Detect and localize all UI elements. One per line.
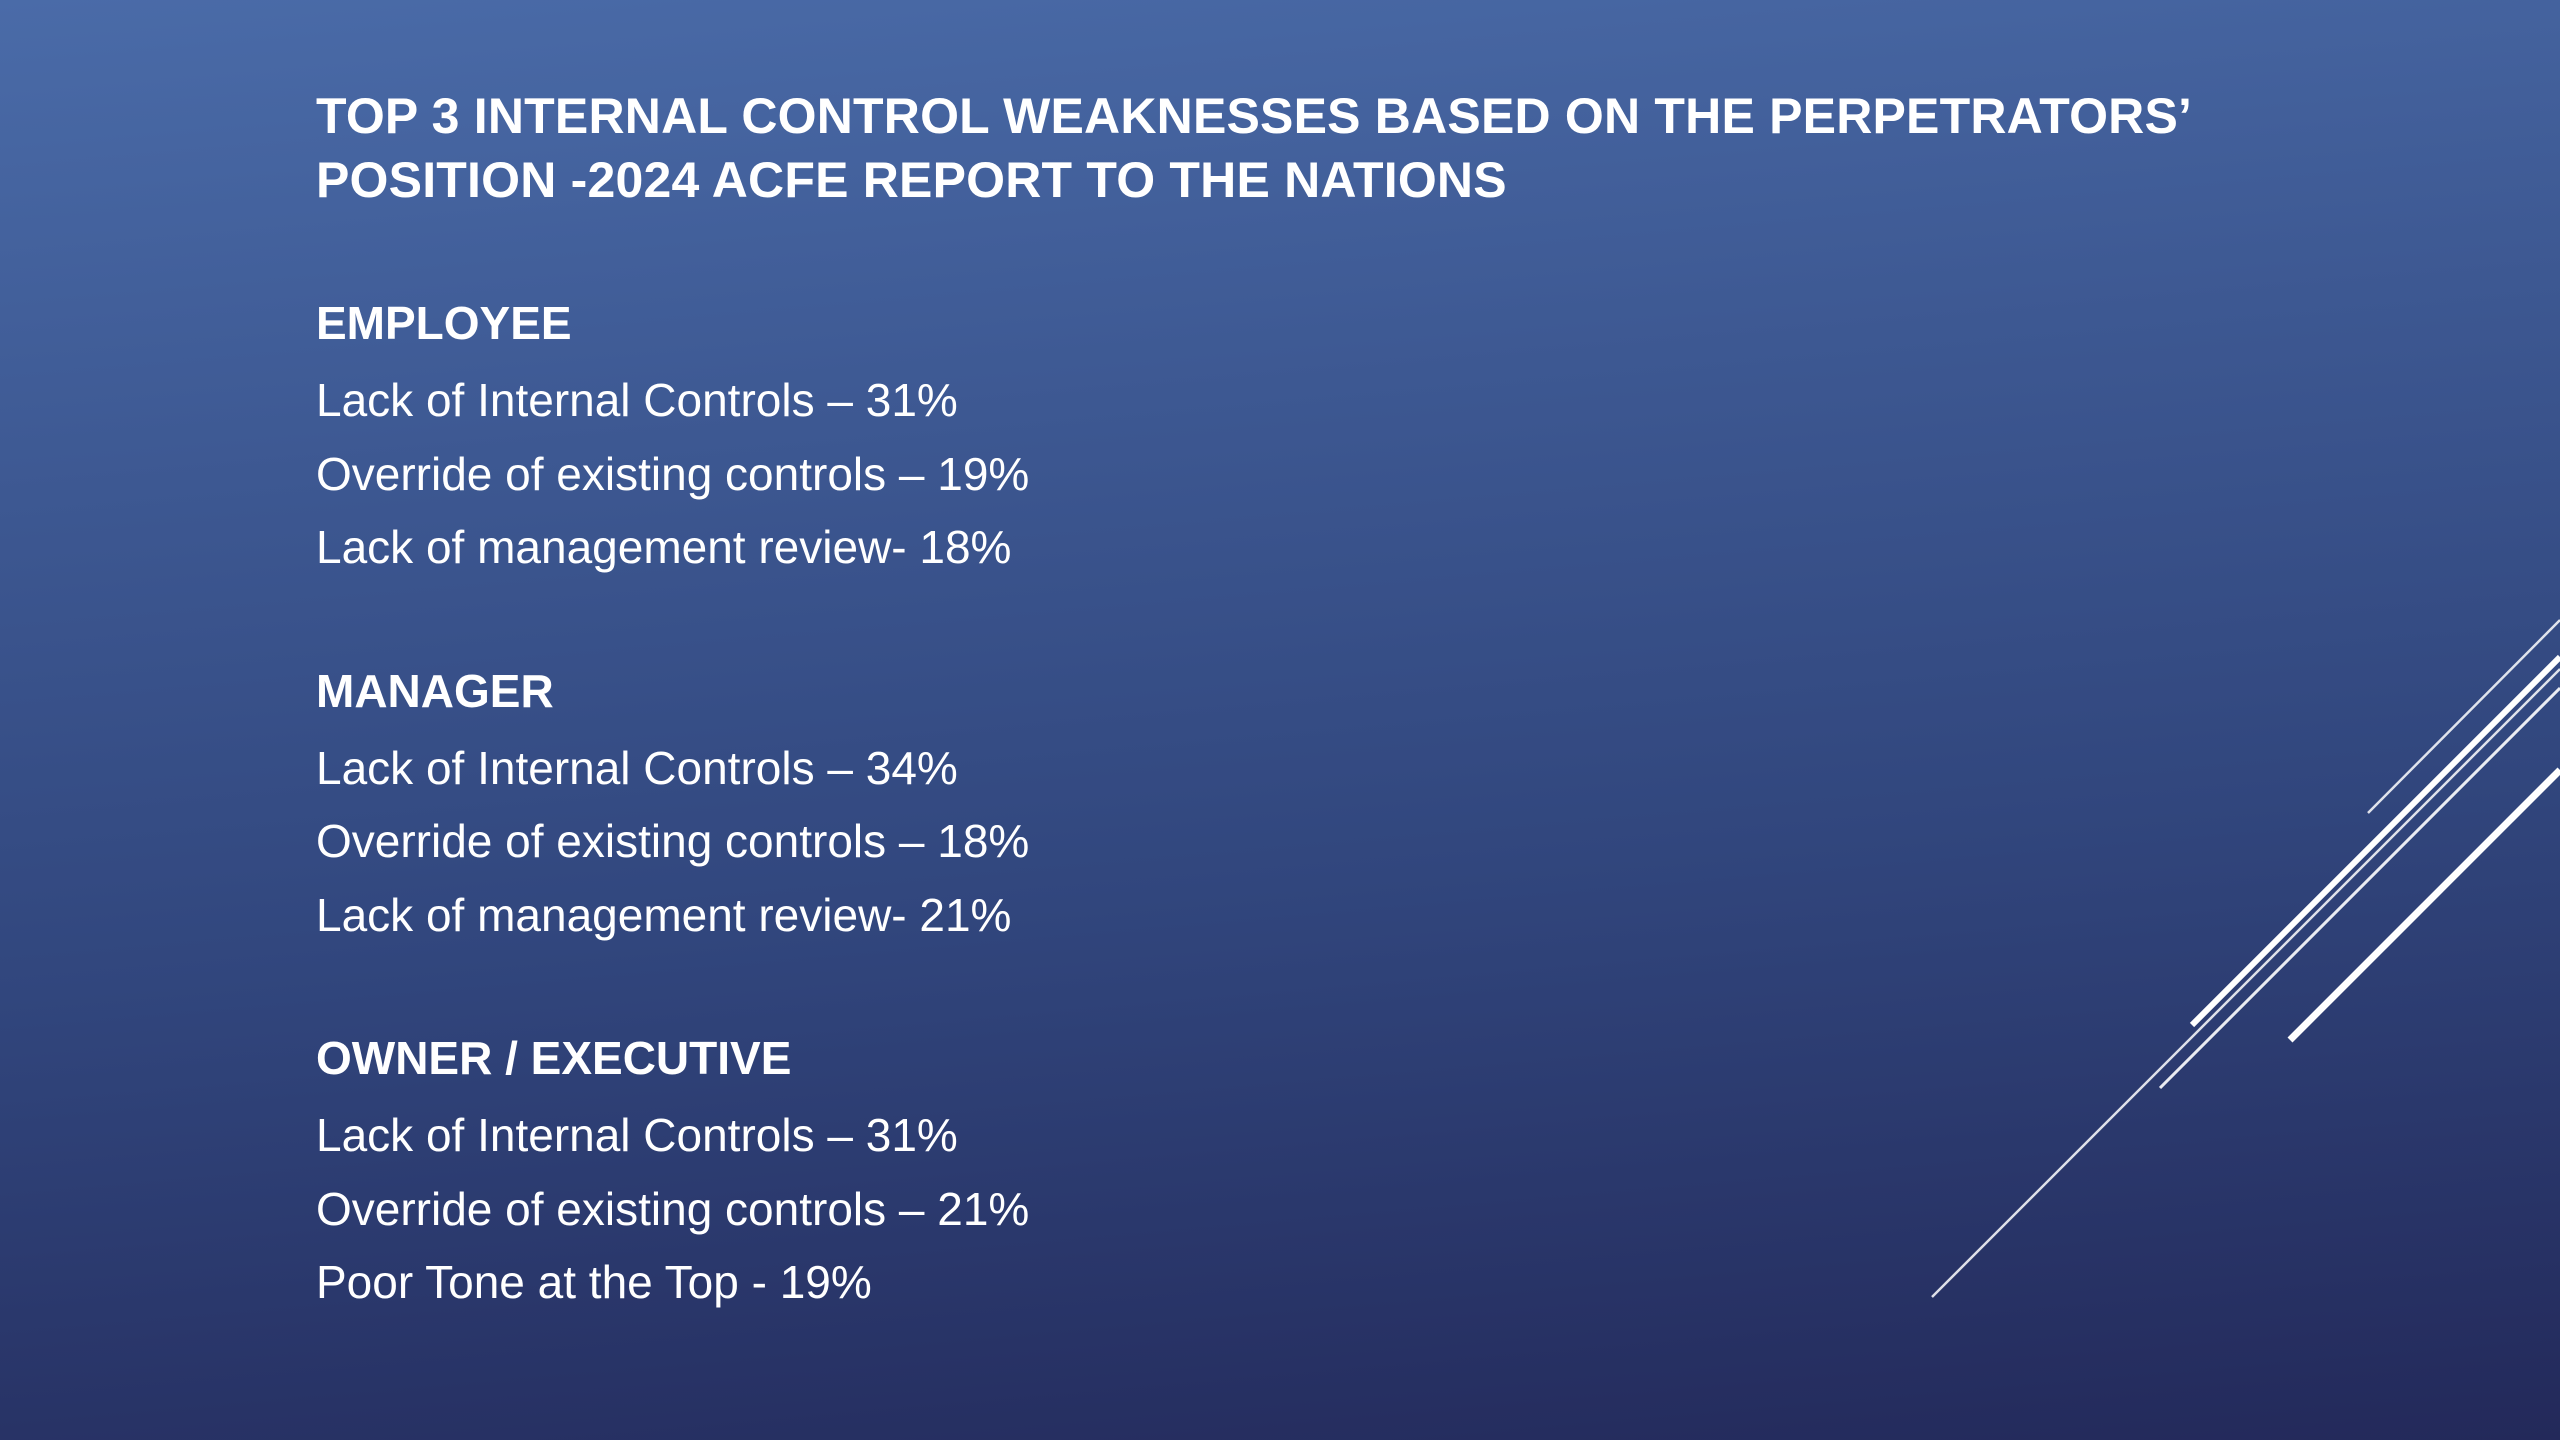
list-item: Lack of Internal Controls – 34% — [316, 741, 958, 794]
section-heading: EMPLOYEE — [316, 297, 572, 349]
list-item: Override of existing controls – 18% — [316, 815, 1030, 867]
list-item: Poor Tone at the Top - 19% — [316, 1256, 872, 1308]
decorative-line — [2287, 767, 2560, 1043]
slide-title-line-1: TOP 3 INTERNAL CONTROL WEAKNESSES BASED … — [316, 88, 2193, 144]
list-item: Override of existing controls – 19% — [316, 447, 1030, 500]
section-heading: MANAGER — [316, 664, 554, 717]
list-item: Lack of Internal Controls – 31% — [316, 1109, 958, 1161]
section-heading: OWNER / EXECUTIVE — [316, 1032, 792, 1084]
slide-content: EMPLOYEE Lack of Internal Controls – 31%… — [316, 290, 1716, 1393]
section-employee: EMPLOYEE Lack of Internal Controls – 31%… — [316, 290, 1716, 585]
slide-title-line-2: POSITION -2024 ACFE REPORT TO THE NATION… — [316, 152, 1507, 208]
section-owner-executive: OWNER / EXECUTIVE Lack of Internal Contr… — [316, 1025, 1716, 1320]
list-item: Lack of management review- 18% — [316, 521, 1012, 573]
decorative-line — [1931, 668, 2560, 1298]
decorative-line — [2158, 686, 2560, 1090]
decorative-line — [2189, 654, 2560, 1028]
list-item: Lack of management review- 21% — [316, 888, 1012, 941]
section-manager: MANAGER Lack of Internal Controls – 34% … — [316, 658, 1716, 953]
decorative-line — [2367, 619, 2560, 814]
slide-title: TOP 3 INTERNAL CONTROL WEAKNESSES BASED … — [316, 84, 2416, 212]
list-item: Override of existing controls – 21% — [316, 1182, 1030, 1235]
list-item: Lack of Internal Controls – 31% — [316, 374, 958, 426]
